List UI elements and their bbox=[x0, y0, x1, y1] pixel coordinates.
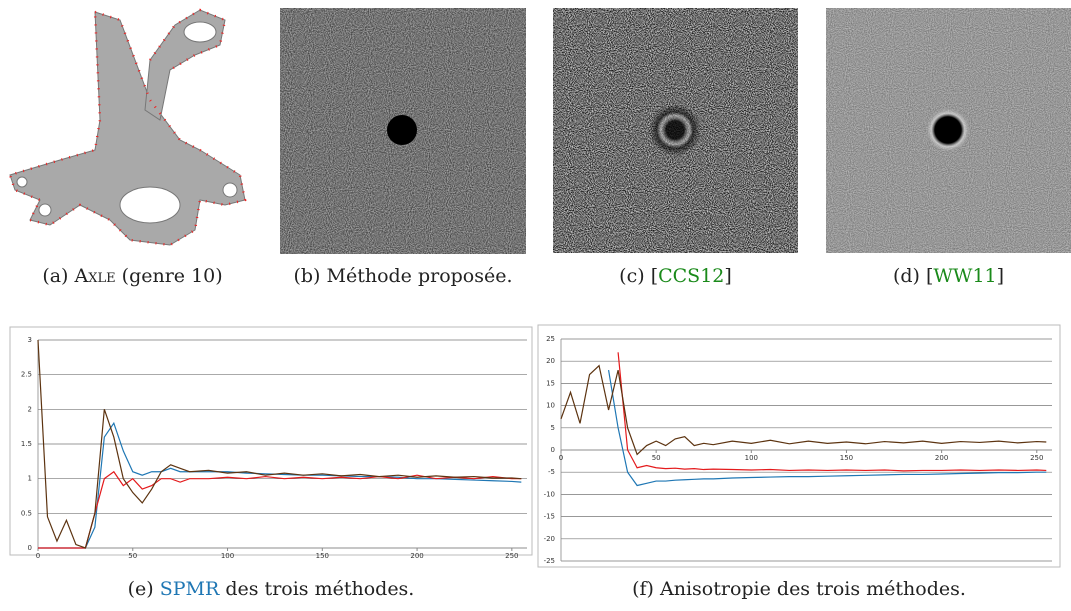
chart-frame bbox=[9, 326, 533, 556]
caption-text: Axle bbox=[74, 265, 116, 287]
caption-text: [ bbox=[650, 265, 659, 287]
x-tick-label: 200 bbox=[410, 552, 423, 560]
caption: (e) SPMR des trois méthodes. bbox=[10, 578, 532, 600]
y-tick-label: 2.5 bbox=[21, 371, 32, 379]
y-tick-label: 0 bbox=[28, 544, 32, 552]
data-line bbox=[617, 352, 1047, 472]
x-tick-label: 200 bbox=[935, 454, 948, 462]
data-line bbox=[37, 339, 522, 549]
caption: (f) Anisotropie des trois méthodes. bbox=[538, 578, 1060, 600]
caption-label: (c) bbox=[619, 265, 645, 287]
citation[interactable]: CCS12 bbox=[658, 265, 725, 287]
y-tick-label: 25 bbox=[546, 335, 555, 343]
y-tick-label: 5 bbox=[551, 424, 555, 432]
y-tick-label: 2 bbox=[28, 405, 32, 413]
caption-text: Anisotropie des trois méthodes. bbox=[660, 578, 966, 600]
y-tick-label: -15 bbox=[544, 513, 555, 521]
caption-text: [ bbox=[925, 265, 934, 287]
citation[interactable]: WW11 bbox=[933, 265, 997, 287]
caption-text: ] bbox=[724, 265, 732, 287]
caption: (b) Méthode proposée. bbox=[270, 265, 536, 287]
caption-label: (a) bbox=[42, 265, 69, 287]
noise-image bbox=[553, 8, 798, 253]
y-tick-label: 1.5 bbox=[21, 440, 32, 448]
caption-text: ] bbox=[996, 265, 1005, 287]
caption-label: (b) bbox=[293, 265, 321, 287]
caption-text: Méthode proposée. bbox=[326, 265, 513, 287]
y-tick-label: 1 bbox=[28, 475, 32, 483]
caption-label: (f) bbox=[632, 578, 654, 600]
data-line bbox=[38, 470, 522, 549]
caption-label: (d) bbox=[892, 265, 920, 287]
mesh-image bbox=[8, 8, 247, 247]
x-tick-label: 50 bbox=[128, 552, 137, 560]
y-tick-label: 0.5 bbox=[21, 509, 32, 517]
caption: (d) [WW11] bbox=[826, 265, 1071, 287]
y-tick-label: -25 bbox=[544, 557, 555, 565]
x-tick-label: 150 bbox=[840, 454, 853, 462]
x-tick-label: 50 bbox=[652, 454, 661, 462]
y-tick-label: 0 bbox=[551, 446, 555, 454]
x-tick-label: 0 bbox=[559, 454, 563, 462]
caption-text: (genre 10) bbox=[121, 265, 223, 287]
caption: (a) Axle (genre 10) bbox=[0, 265, 265, 287]
noise-image bbox=[280, 8, 526, 254]
x-tick-label: 100 bbox=[745, 454, 758, 462]
caption-label: (e) bbox=[127, 578, 154, 600]
y-tick-label: 20 bbox=[546, 357, 555, 365]
data-line bbox=[560, 364, 1047, 456]
x-tick-label: 250 bbox=[1030, 454, 1043, 462]
x-tick-label: 100 bbox=[221, 552, 234, 560]
caption-text: des trois méthodes. bbox=[225, 578, 415, 600]
noise-image bbox=[826, 8, 1071, 253]
y-tick-label: 15 bbox=[546, 379, 555, 387]
y-tick-label: -10 bbox=[544, 490, 555, 498]
data-line bbox=[607, 369, 1047, 487]
chart-frame bbox=[537, 324, 1061, 568]
caption: (c) [CCS12] bbox=[553, 265, 798, 287]
x-tick-label: 250 bbox=[505, 552, 518, 560]
x-tick-label: 0 bbox=[36, 552, 40, 560]
data-line bbox=[38, 421, 522, 549]
x-tick-label: 150 bbox=[316, 552, 329, 560]
y-tick-label: -20 bbox=[544, 535, 555, 543]
y-tick-label: 10 bbox=[546, 402, 555, 410]
y-tick-label: -5 bbox=[548, 468, 555, 476]
y-tick-label: 3 bbox=[28, 336, 32, 344]
acronym[interactable]: SPMR bbox=[159, 578, 220, 600]
